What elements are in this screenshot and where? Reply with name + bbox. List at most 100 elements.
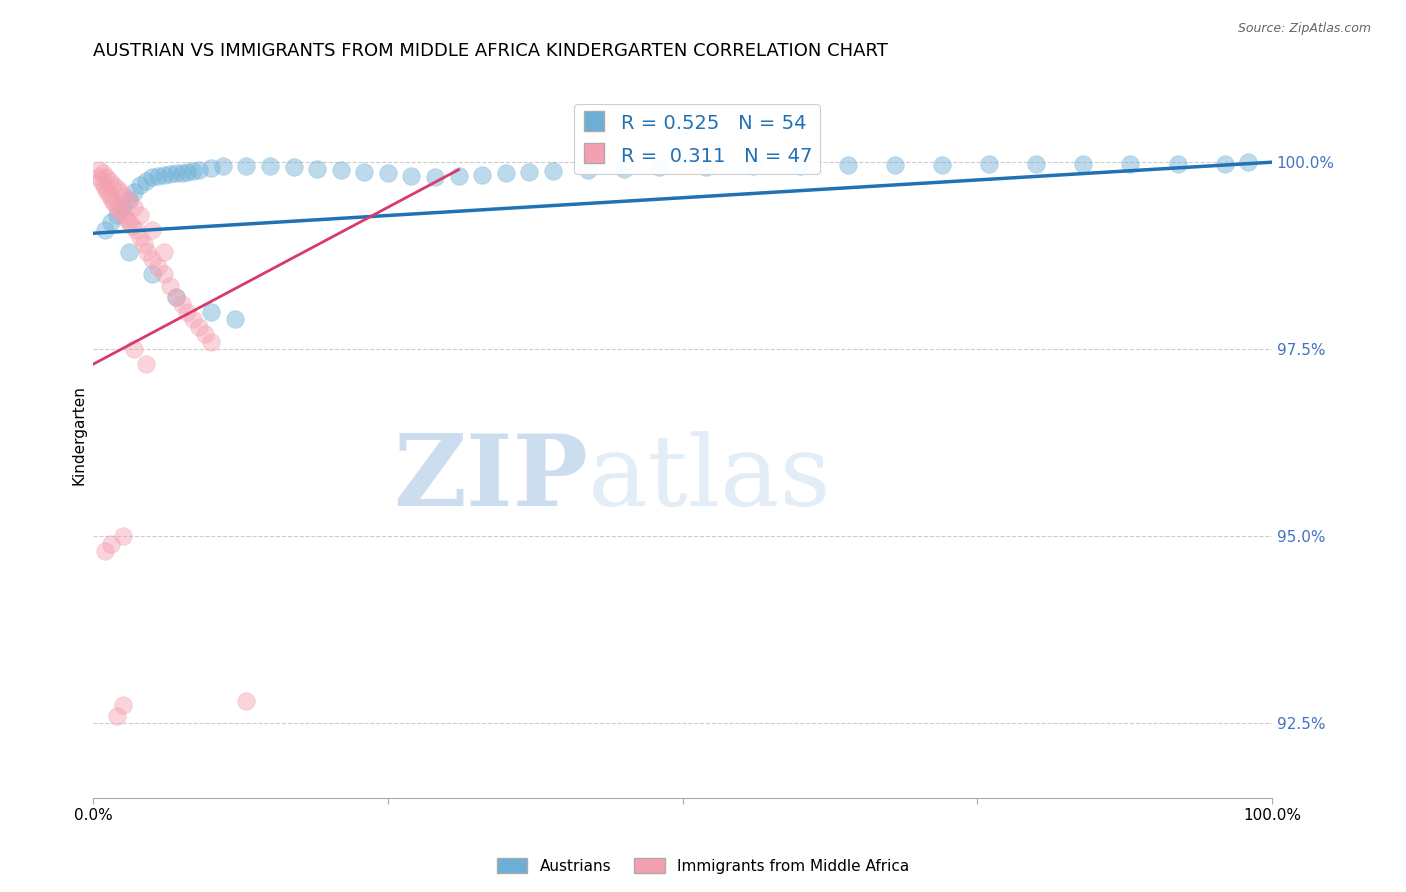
Point	[94, 170, 117, 185]
Point	[111, 200, 134, 214]
Point	[129, 208, 152, 222]
Point	[471, 168, 494, 182]
Point	[541, 164, 564, 178]
Point	[129, 178, 152, 192]
Point	[176, 305, 198, 319]
Point	[183, 312, 205, 326]
Point	[141, 170, 163, 185]
Point	[105, 708, 128, 723]
Legend: Austrians, Immigrants from Middle Africa: Austrians, Immigrants from Middle Africa	[491, 852, 915, 880]
Point	[447, 169, 470, 183]
Point	[124, 200, 146, 214]
Point	[200, 161, 222, 176]
Point	[111, 698, 134, 712]
Point	[235, 694, 257, 708]
Point	[117, 244, 139, 259]
Point	[98, 174, 121, 188]
Point	[423, 170, 446, 185]
Point	[837, 158, 859, 172]
Point	[183, 164, 205, 178]
Point	[211, 159, 233, 173]
Point	[576, 162, 599, 177]
Point	[194, 327, 217, 342]
Point	[132, 237, 155, 252]
Point	[283, 161, 305, 175]
Point	[235, 159, 257, 173]
Point	[789, 159, 811, 173]
Point	[91, 166, 114, 180]
Point	[105, 200, 128, 214]
Text: AUSTRIAN VS IMMIGRANTS FROM MIDDLE AFRICA KINDERGARTEN CORRELATION CHART: AUSTRIAN VS IMMIGRANTS FROM MIDDLE AFRIC…	[93, 42, 889, 60]
Point	[176, 165, 198, 179]
Point	[648, 161, 671, 175]
Point	[1167, 157, 1189, 171]
Point	[613, 161, 636, 176]
Point	[883, 158, 905, 172]
Point	[111, 208, 134, 222]
Point	[188, 319, 211, 334]
Point	[170, 297, 193, 311]
Point	[1237, 155, 1260, 169]
Point	[117, 193, 139, 207]
Point	[377, 166, 399, 180]
Point	[200, 305, 222, 319]
Point	[259, 159, 281, 173]
Point	[111, 529, 134, 543]
Point	[517, 165, 540, 179]
Point	[94, 544, 117, 558]
Point	[124, 185, 146, 199]
Point	[136, 244, 159, 259]
Point	[188, 162, 211, 177]
Point	[401, 169, 423, 183]
Point	[977, 157, 1000, 171]
Point	[115, 211, 138, 226]
Point	[1071, 157, 1094, 171]
Point	[141, 252, 163, 267]
Point	[90, 174, 112, 188]
Point	[200, 334, 222, 349]
Point	[94, 222, 117, 236]
Point	[117, 215, 139, 229]
Point	[146, 260, 169, 274]
Point	[159, 278, 181, 293]
Point	[695, 160, 717, 174]
Point	[129, 230, 152, 244]
Point	[105, 181, 128, 195]
Point	[1213, 157, 1236, 171]
Point	[153, 268, 176, 282]
Point	[1119, 157, 1142, 171]
Point	[101, 193, 124, 207]
Point	[1025, 157, 1047, 171]
Point	[103, 196, 125, 211]
Point	[329, 163, 352, 178]
Point	[159, 167, 181, 181]
Point	[96, 185, 118, 199]
Point	[124, 222, 146, 236]
Point	[135, 357, 157, 371]
Point	[353, 165, 375, 179]
Point	[165, 290, 187, 304]
Point	[103, 178, 125, 192]
Point	[110, 185, 132, 199]
Point	[108, 203, 131, 218]
Point	[93, 178, 115, 192]
Point	[495, 166, 517, 180]
Point	[141, 268, 163, 282]
Point	[141, 222, 163, 236]
Point	[124, 342, 146, 356]
Point	[146, 169, 169, 183]
Point	[98, 189, 121, 203]
Point	[121, 219, 143, 233]
Point	[100, 537, 122, 551]
Point	[117, 193, 139, 207]
Point	[224, 312, 246, 326]
Point	[742, 159, 765, 173]
Point	[87, 162, 110, 177]
Point	[135, 174, 157, 188]
Text: atlas: atlas	[588, 431, 831, 526]
Point	[165, 290, 187, 304]
Point	[170, 166, 193, 180]
Point	[307, 161, 329, 176]
Point	[112, 189, 135, 203]
Text: ZIP: ZIP	[394, 430, 588, 527]
